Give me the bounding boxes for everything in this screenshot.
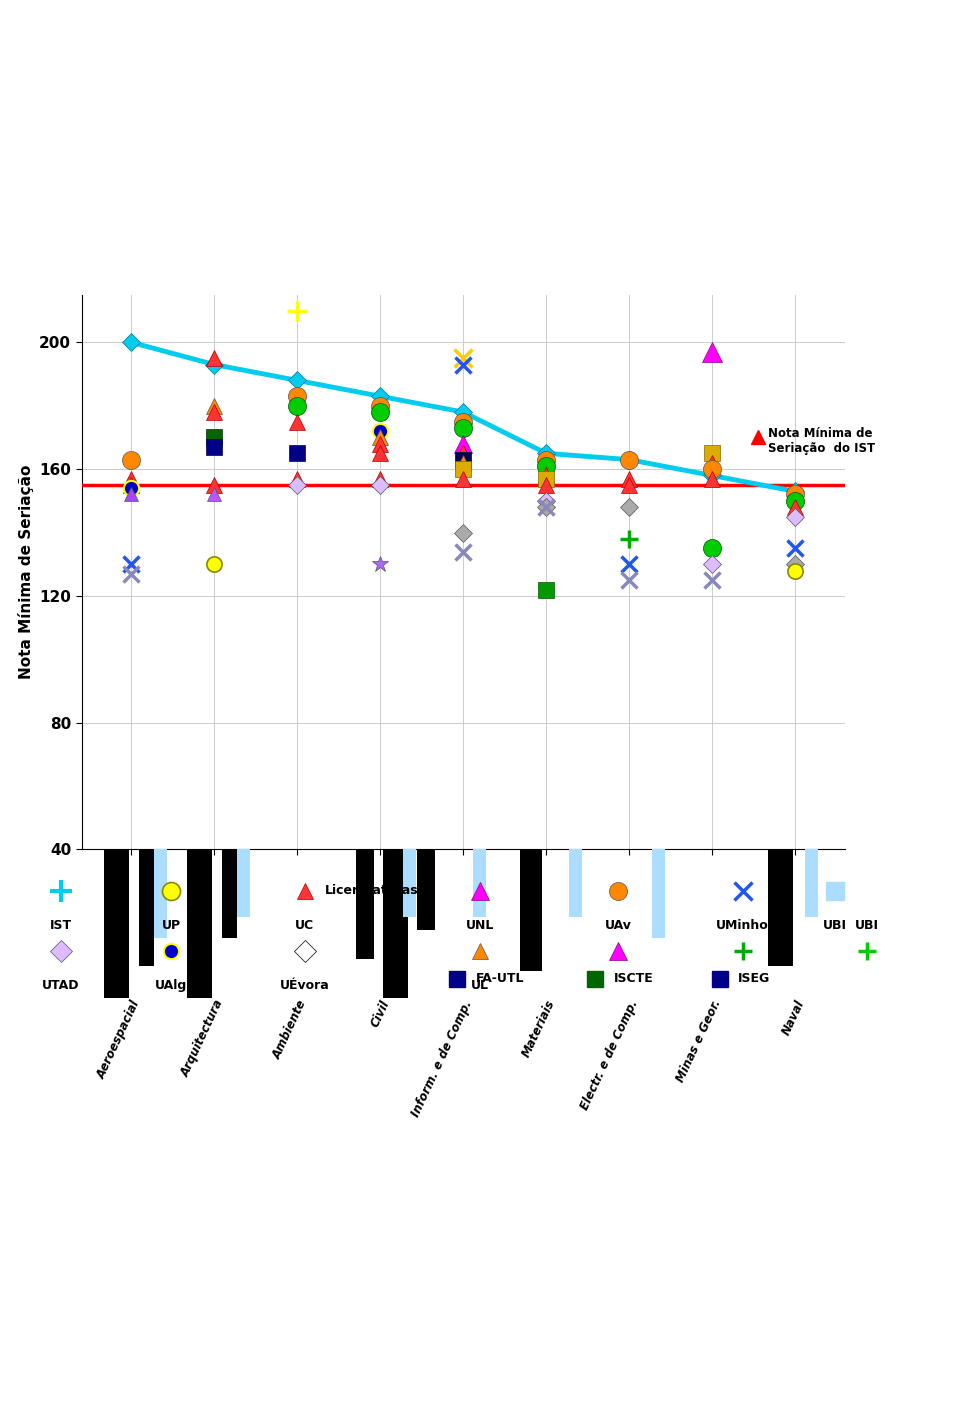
Bar xyxy=(139,849,154,966)
Text: Licenciaturas: Licenciaturas xyxy=(325,885,419,897)
Bar xyxy=(805,849,818,917)
Text: Minas e Geor.: Minas e Geor. xyxy=(674,998,724,1085)
Text: FA-UTL: FA-UTL xyxy=(475,973,524,986)
Bar xyxy=(237,849,250,917)
Text: UTAD: UTAD xyxy=(42,979,80,991)
Bar xyxy=(187,849,212,998)
Text: Civil: Civil xyxy=(369,998,392,1029)
Bar xyxy=(768,849,793,966)
Text: ISEG: ISEG xyxy=(738,973,770,986)
Bar xyxy=(473,849,487,917)
Text: Inform. e de Comp.: Inform. e de Comp. xyxy=(410,998,475,1119)
Bar xyxy=(104,849,129,998)
Text: Arquitectura: Arquitectura xyxy=(179,998,227,1080)
Bar xyxy=(652,849,664,938)
Text: Aeroespacial: Aeroespacial xyxy=(95,998,143,1081)
Y-axis label: Nota Mínima de Seriação: Nota Mínima de Seriação xyxy=(17,465,34,680)
Text: ISCTE: ISCTE xyxy=(613,973,654,986)
Bar xyxy=(417,849,435,929)
Text: UMinho: UMinho xyxy=(716,918,769,932)
Bar xyxy=(356,849,374,959)
Text: UAlg: UAlg xyxy=(156,979,187,991)
Bar xyxy=(520,849,542,970)
Text: UL: UL xyxy=(471,979,489,991)
Text: UAv: UAv xyxy=(605,918,632,932)
Text: Nota Mínima de
Seriação  do IST: Nota Mínima de Seriação do IST xyxy=(768,427,876,455)
Text: UBI: UBI xyxy=(823,918,847,932)
Bar xyxy=(568,849,582,917)
Bar xyxy=(402,849,416,917)
Text: UP: UP xyxy=(161,918,180,932)
Text: Ambiente: Ambiente xyxy=(271,998,309,1061)
Text: Materiais: Materiais xyxy=(520,998,558,1060)
Text: UBI: UBI xyxy=(855,918,879,932)
Text: IST: IST xyxy=(50,918,72,932)
Text: UÉvora: UÉvora xyxy=(280,979,330,991)
Text: Naval: Naval xyxy=(780,998,806,1038)
Bar xyxy=(383,849,408,998)
Bar xyxy=(154,849,167,938)
Text: UC: UC xyxy=(296,918,315,932)
Text: Electr. e de Comp.: Electr. e de Comp. xyxy=(579,998,641,1112)
Text: UNL: UNL xyxy=(466,918,494,932)
Bar xyxy=(222,849,237,938)
